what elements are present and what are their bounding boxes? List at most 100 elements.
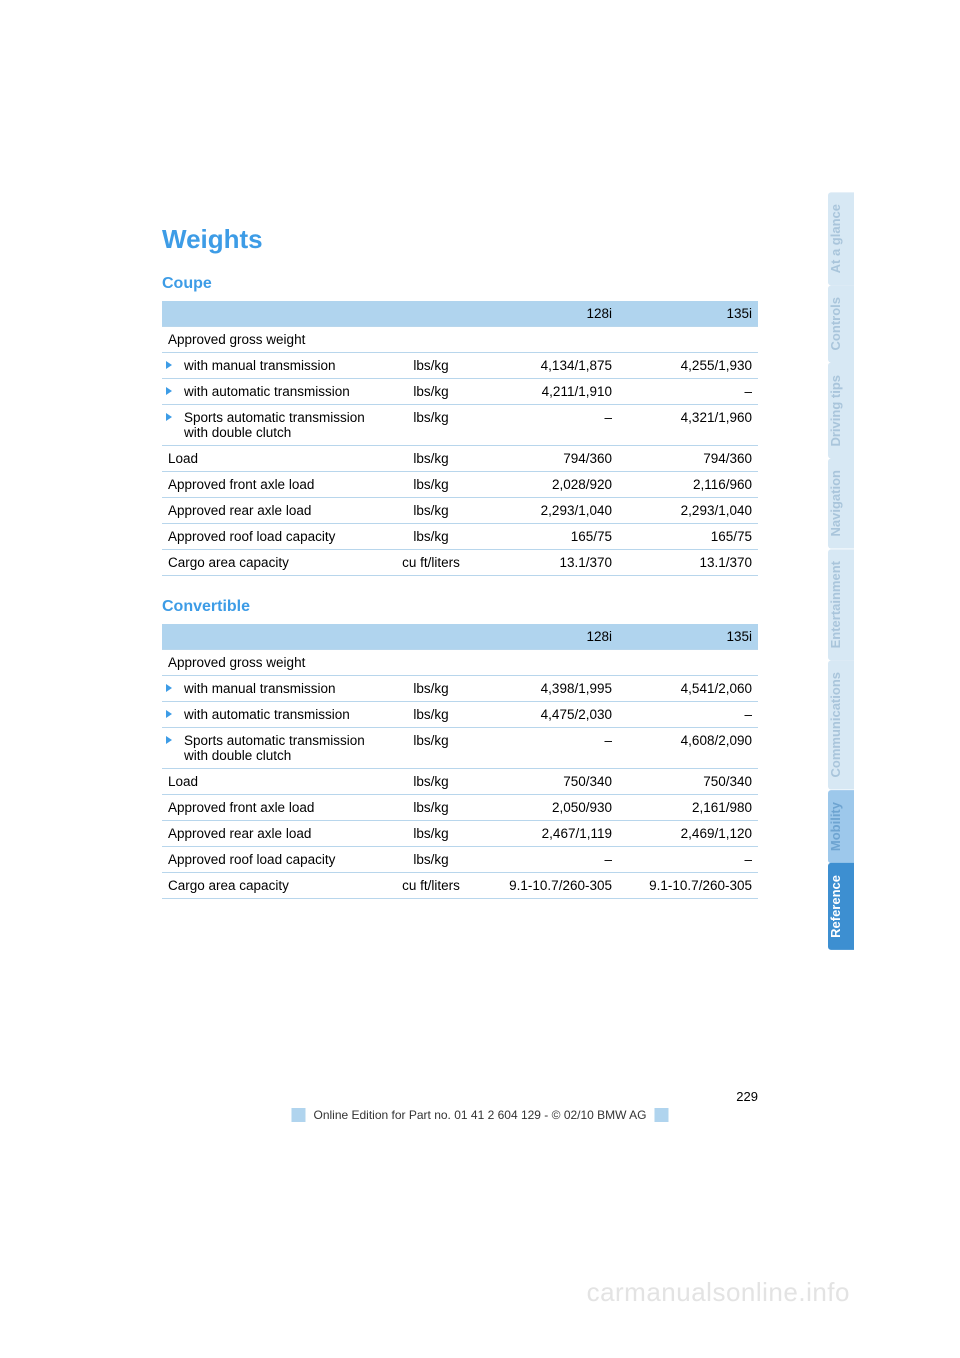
row-unit <box>384 650 478 676</box>
row-value-1: 4,398/1,995 <box>478 676 618 702</box>
col-header <box>162 301 478 327</box>
row-value-2: 2,116/960 <box>618 472 758 498</box>
page-number-wrap: 229 <box>162 1088 758 1106</box>
row-value-1: – <box>478 847 618 873</box>
row-value-2: 794/360 <box>618 446 758 472</box>
tab-entertainment[interactable]: Entertainment <box>828 549 854 660</box>
table-row: Approved roof load capacitylbs/kg–– <box>162 847 758 873</box>
row-label: Sports automatic transmission with doubl… <box>162 405 384 446</box>
table-row: with automatic transmissionlbs/kg4,211/1… <box>162 379 758 405</box>
table-row: Approved front axle loadlbs/kg2,028/9202… <box>162 472 758 498</box>
row-value-1: 2,050/930 <box>478 795 618 821</box>
row-unit: lbs/kg <box>384 728 478 769</box>
row-label: Approved rear axle load <box>162 821 384 847</box>
page-title: Weights <box>162 224 758 255</box>
row-value-1: 4,475/2,030 <box>478 702 618 728</box>
row-value-2: 165/75 <box>618 524 758 550</box>
row-value-2: 2,161/980 <box>618 795 758 821</box>
table-row: with manual transmissionlbs/kg4,134/1,87… <box>162 353 758 379</box>
row-label: Approved front axle load <box>162 472 384 498</box>
table-heading: Coupe <box>162 275 758 293</box>
row-value-2: – <box>618 379 758 405</box>
row-unit: lbs/kg <box>384 498 478 524</box>
tab-controls[interactable]: Controls <box>828 285 854 362</box>
tab-navigation[interactable]: Navigation <box>828 458 854 548</box>
row-unit: lbs/kg <box>384 446 478 472</box>
table-row: Approved gross weight <box>162 327 758 353</box>
table-row: Approved roof load capacitylbs/kg165/751… <box>162 524 758 550</box>
row-unit: lbs/kg <box>384 847 478 873</box>
table-row: Loadlbs/kg750/340750/340 <box>162 769 758 795</box>
row-value-2: – <box>618 847 758 873</box>
row-unit <box>384 327 478 353</box>
row-unit: lbs/kg <box>384 353 478 379</box>
row-label: with automatic transmission <box>162 702 384 728</box>
row-value-1: 13.1/370 <box>478 550 618 576</box>
row-unit: cu ft/liters <box>384 873 478 899</box>
row-unit: lbs/kg <box>384 379 478 405</box>
row-value-1: 4,134/1,875 <box>478 353 618 379</box>
row-label: Sports automatic transmission with doubl… <box>162 728 384 769</box>
table-row: Cargo area capacitycu ft/liters13.1/3701… <box>162 550 758 576</box>
row-value-2: 750/340 <box>618 769 758 795</box>
row-value-1 <box>478 327 618 353</box>
row-value-1: 165/75 <box>478 524 618 550</box>
table-row: with manual transmissionlbs/kg4,398/1,99… <box>162 676 758 702</box>
table-row: Approved rear axle loadlbs/kg2,467/1,119… <box>162 821 758 847</box>
table-row: Loadlbs/kg794/360794/360 <box>162 446 758 472</box>
bullet-icon <box>166 387 172 395</box>
row-label: Load <box>162 769 384 795</box>
bullet-icon <box>166 413 172 421</box>
row-value-2 <box>618 327 758 353</box>
row-value-2: 2,469/1,120 <box>618 821 758 847</box>
row-value-2: 4,255/1,930 <box>618 353 758 379</box>
row-label: Approved front axle load <box>162 795 384 821</box>
row-unit: lbs/kg <box>384 405 478 446</box>
bullet-icon <box>166 736 172 744</box>
row-value-2: 4,321/1,960 <box>618 405 758 446</box>
row-value-1: 2,467/1,119 <box>478 821 618 847</box>
row-value-2: 2,293/1,040 <box>618 498 758 524</box>
row-label: Cargo area capacity <box>162 550 384 576</box>
row-value-2: – <box>618 702 758 728</box>
tab-reference[interactable]: Reference <box>828 863 854 950</box>
row-label: Approved gross weight <box>162 650 384 676</box>
row-value-2: 13.1/370 <box>618 550 758 576</box>
row-value-1: – <box>478 728 618 769</box>
row-value-2: 4,608/2,090 <box>618 728 758 769</box>
col-header <box>162 624 478 650</box>
tab-driving-tips[interactable]: Driving tips <box>828 363 854 459</box>
watermark: carmanualsonline.info <box>587 1277 850 1308</box>
row-value-1 <box>478 650 618 676</box>
row-unit: lbs/kg <box>384 795 478 821</box>
bullet-icon <box>166 361 172 369</box>
row-label: with manual transmission <box>162 353 384 379</box>
row-value-1: – <box>478 405 618 446</box>
table-row: Approved front axle loadlbs/kg2,050/9302… <box>162 795 758 821</box>
row-unit: lbs/kg <box>384 472 478 498</box>
bullet-icon <box>166 710 172 718</box>
row-value-1: 794/360 <box>478 446 618 472</box>
tab-mobility[interactable]: Mobility <box>828 790 854 863</box>
table-row: Cargo area capacitycu ft/liters9.1-10.7/… <box>162 873 758 899</box>
row-value-1: 4,211/1,910 <box>478 379 618 405</box>
footer-block-icon <box>291 1108 305 1122</box>
tab-at-a-glance[interactable]: At a glance <box>828 192 854 285</box>
tab-communications[interactable]: Communications <box>828 660 854 789</box>
page-number: 229 <box>736 1089 758 1104</box>
row-value-1: 750/340 <box>478 769 618 795</box>
table-heading: Convertible <box>162 598 758 616</box>
row-label: Load <box>162 446 384 472</box>
col-header: 135i <box>618 624 758 650</box>
section-tabs: At a glanceControlsDriving tipsNavigatio… <box>828 192 854 950</box>
row-value-2 <box>618 650 758 676</box>
col-header: 128i <box>478 624 618 650</box>
row-label: with manual transmission <box>162 676 384 702</box>
table-row: with automatic transmissionlbs/kg4,475/2… <box>162 702 758 728</box>
row-value-1: 9.1-10.7/260-305 <box>478 873 618 899</box>
row-value-1: 2,028/920 <box>478 472 618 498</box>
table-row: Sports automatic transmission with doubl… <box>162 728 758 769</box>
content-area: Weights Coupe 128i135i Approved gross weig… <box>162 224 758 921</box>
row-unit: lbs/kg <box>384 769 478 795</box>
row-unit: lbs/kg <box>384 821 478 847</box>
